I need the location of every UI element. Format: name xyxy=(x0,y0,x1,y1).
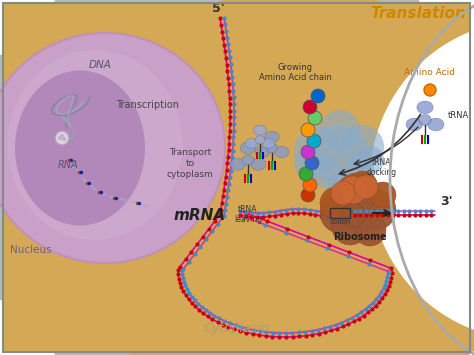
Circle shape xyxy=(339,176,367,204)
Circle shape xyxy=(320,110,360,150)
Ellipse shape xyxy=(265,131,279,142)
Circle shape xyxy=(331,181,355,205)
Circle shape xyxy=(332,209,368,245)
Ellipse shape xyxy=(254,125,266,135)
Text: Ribosome: Ribosome xyxy=(333,232,387,242)
Circle shape xyxy=(341,203,365,227)
Circle shape xyxy=(424,84,436,96)
Text: 5': 5' xyxy=(211,2,224,15)
Circle shape xyxy=(301,145,315,159)
Ellipse shape xyxy=(246,138,258,148)
Ellipse shape xyxy=(406,118,422,131)
Ellipse shape xyxy=(428,118,444,131)
Ellipse shape xyxy=(0,33,225,263)
Circle shape xyxy=(404,285,474,355)
Ellipse shape xyxy=(274,146,289,158)
Circle shape xyxy=(326,171,354,199)
Text: tRNA
leaving: tRNA leaving xyxy=(234,205,262,224)
Circle shape xyxy=(370,182,396,208)
Ellipse shape xyxy=(419,115,431,125)
Circle shape xyxy=(320,193,360,233)
Circle shape xyxy=(307,134,321,148)
Circle shape xyxy=(299,167,313,181)
Text: mRNA: mRNA xyxy=(174,208,226,223)
Text: 3': 3' xyxy=(440,195,453,208)
Circle shape xyxy=(342,154,374,186)
Circle shape xyxy=(310,125,370,185)
Circle shape xyxy=(301,123,315,137)
Ellipse shape xyxy=(50,0,474,355)
Ellipse shape xyxy=(266,143,278,153)
Circle shape xyxy=(62,137,66,141)
Text: codon: codon xyxy=(329,219,351,225)
Circle shape xyxy=(320,187,352,219)
Circle shape xyxy=(349,171,377,199)
Circle shape xyxy=(334,173,382,221)
Ellipse shape xyxy=(255,146,270,158)
Circle shape xyxy=(301,188,315,202)
Text: tRNA: tRNA xyxy=(448,111,469,120)
Circle shape xyxy=(0,285,70,355)
Ellipse shape xyxy=(240,142,255,154)
Circle shape xyxy=(294,147,326,179)
Text: Cytoplasm: Cytoplasm xyxy=(204,322,270,335)
Circle shape xyxy=(305,156,319,170)
Circle shape xyxy=(340,125,384,169)
Text: Transport
to
cytoplasm: Transport to cytoplasm xyxy=(167,148,213,179)
Circle shape xyxy=(55,131,69,145)
Circle shape xyxy=(303,100,317,114)
Circle shape xyxy=(311,89,325,103)
Circle shape xyxy=(356,190,396,230)
Ellipse shape xyxy=(262,138,275,148)
Circle shape xyxy=(356,146,384,174)
Text: RNA: RNA xyxy=(58,160,78,170)
Circle shape xyxy=(354,214,386,246)
FancyBboxPatch shape xyxy=(3,3,469,351)
Circle shape xyxy=(354,175,378,199)
Ellipse shape xyxy=(230,158,246,170)
Circle shape xyxy=(308,111,322,125)
Circle shape xyxy=(0,0,70,70)
Text: Amino Acid: Amino Acid xyxy=(404,68,456,77)
Circle shape xyxy=(303,178,317,192)
Text: Nucleus: Nucleus xyxy=(10,245,52,255)
Ellipse shape xyxy=(15,71,145,225)
Ellipse shape xyxy=(417,101,433,114)
Ellipse shape xyxy=(251,158,266,170)
Ellipse shape xyxy=(255,136,265,144)
Circle shape xyxy=(312,157,344,189)
Text: Growing
Amino Acid chain: Growing Amino Acid chain xyxy=(258,62,331,82)
Circle shape xyxy=(404,0,474,70)
Text: Transcription: Transcription xyxy=(117,100,180,110)
Text: Translation: Translation xyxy=(370,6,466,21)
Wedge shape xyxy=(370,20,474,340)
FancyBboxPatch shape xyxy=(3,3,469,351)
Circle shape xyxy=(60,134,64,138)
Circle shape xyxy=(294,126,342,174)
Text: tRNA
docking: tRNA docking xyxy=(367,158,397,177)
Text: DNA: DNA xyxy=(89,60,111,70)
Ellipse shape xyxy=(242,155,254,165)
Ellipse shape xyxy=(8,50,182,240)
Circle shape xyxy=(58,136,62,140)
